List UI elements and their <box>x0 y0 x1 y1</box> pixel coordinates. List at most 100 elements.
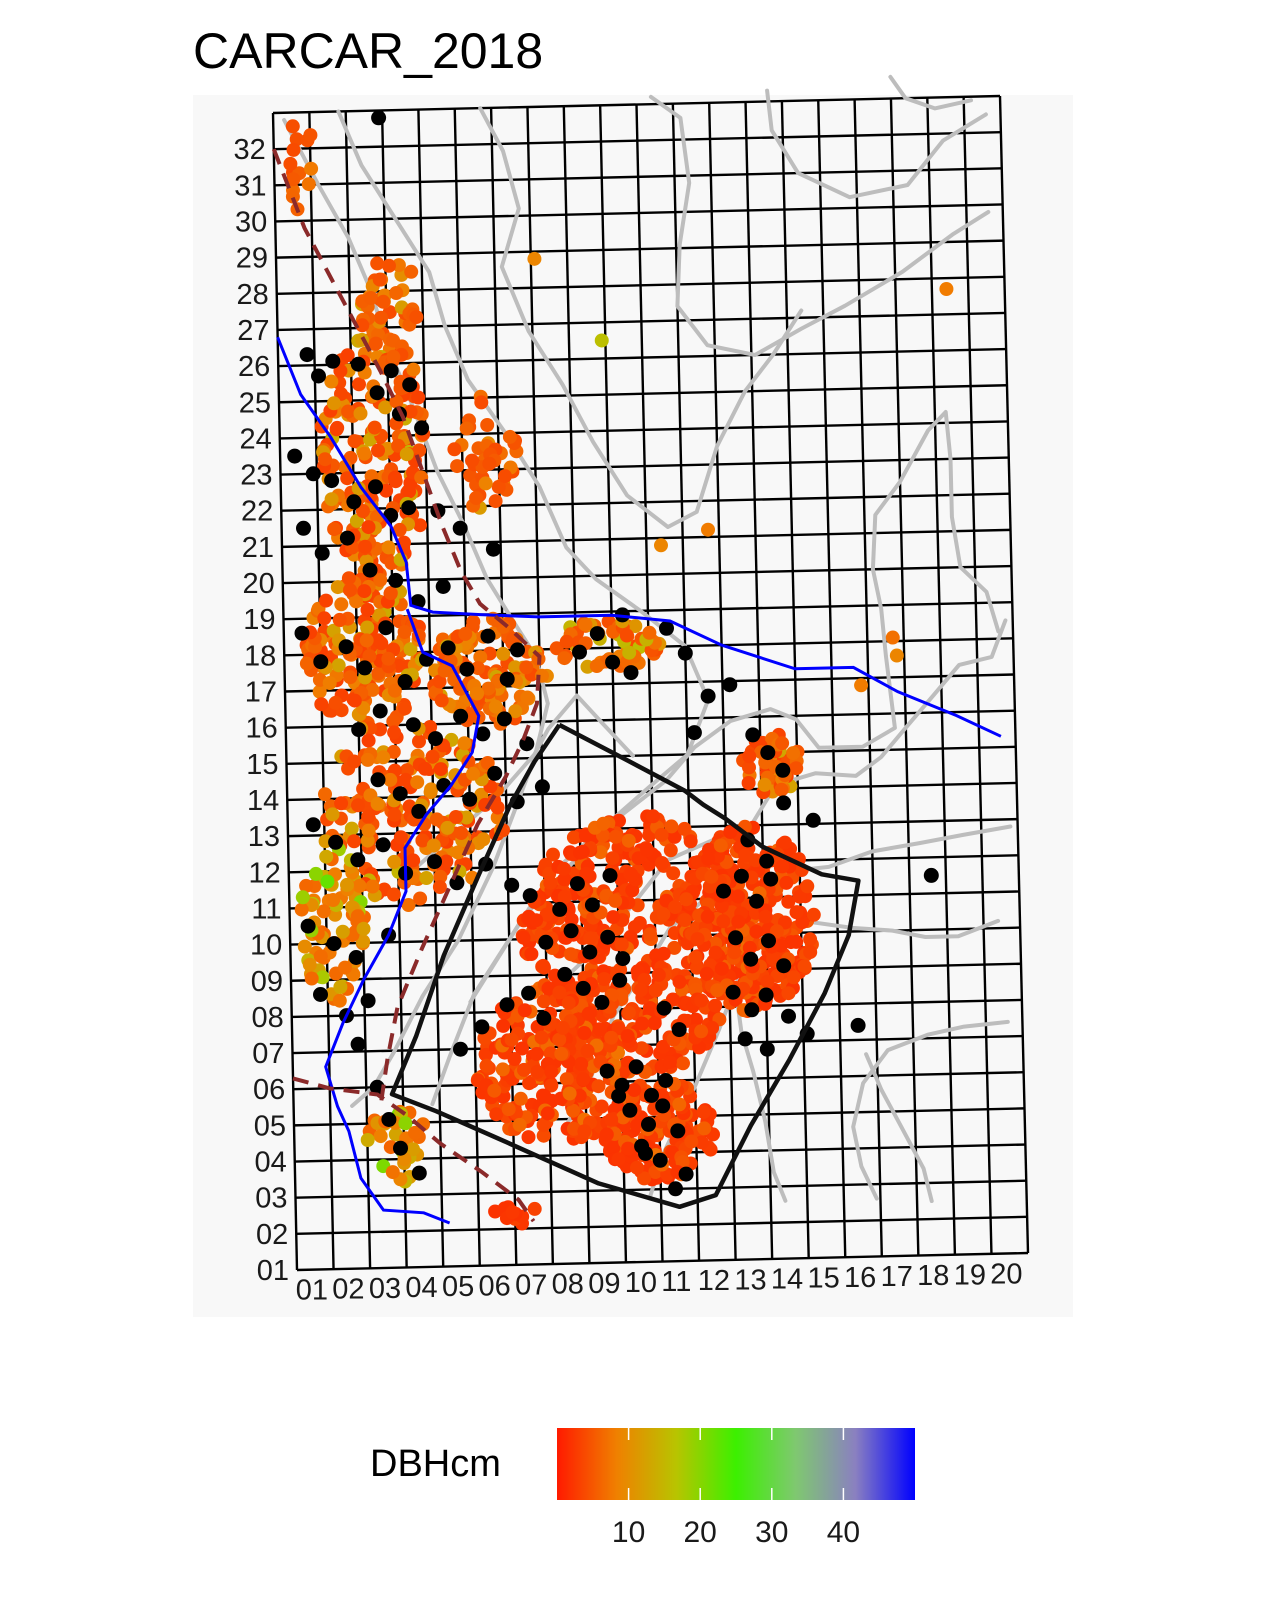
live-tree-point <box>694 993 709 1008</box>
live-tree-point <box>361 809 376 824</box>
live-tree-point <box>604 1030 619 1045</box>
dead-tree-point <box>475 726 491 742</box>
live-tree-point <box>459 421 474 436</box>
live-tree-point <box>426 838 441 853</box>
live-tree-point <box>634 1041 649 1056</box>
live-tree-point <box>760 974 775 989</box>
live-tree-point <box>325 807 340 822</box>
grid-line-horizontal <box>274 167 1002 187</box>
dead-tree-point <box>615 951 631 967</box>
live-tree-point <box>378 400 393 415</box>
live-tree-point <box>662 1055 677 1070</box>
dead-tree-point <box>728 930 744 946</box>
live-tree-point <box>489 1107 504 1122</box>
live-tree-point <box>527 251 542 266</box>
dead-tree-point <box>485 541 501 557</box>
live-tree-point <box>340 348 355 363</box>
live-tree-point <box>529 1047 544 1061</box>
live-tree-point <box>286 142 301 157</box>
live-tree-point <box>727 945 742 960</box>
live-tree-point <box>606 1140 621 1155</box>
live-tree-point <box>322 676 337 690</box>
live-tree-point <box>594 1099 609 1114</box>
live-tree-point <box>624 868 639 883</box>
live-tree-point <box>335 924 350 939</box>
live-tree-point <box>676 1056 690 1071</box>
live-tree-point <box>374 310 388 325</box>
live-tree-point <box>385 1165 400 1180</box>
live-tree-point <box>774 782 789 797</box>
legend-title: DBHcm <box>370 1443 501 1485</box>
live-tree-point <box>429 812 444 827</box>
y-tick-label: 20 <box>243 568 275 600</box>
y-tick-label: 18 <box>244 640 276 672</box>
live-tree-point <box>589 659 604 673</box>
dead-tree-point <box>392 786 408 802</box>
live-tree-point <box>592 1022 607 1037</box>
live-tree-point <box>648 983 663 998</box>
live-tree-point <box>672 1097 687 1112</box>
live-tree-point <box>294 902 309 917</box>
live-tree-point <box>381 540 396 555</box>
live-tree-point <box>789 761 804 776</box>
live-tree-point <box>889 648 904 663</box>
live-tree-point <box>779 875 794 890</box>
live-tree-point <box>356 934 371 949</box>
dead-tree-point <box>411 1165 427 1181</box>
live-tree-point <box>566 1103 581 1118</box>
live-tree-point <box>597 972 612 986</box>
live-tree-point <box>406 362 421 377</box>
dead-tree-point <box>638 1145 653 1161</box>
dead-tree-point <box>496 711 512 727</box>
dead-tree-point <box>362 562 378 578</box>
dead-tree-point <box>641 1116 656 1132</box>
live-tree-point <box>386 887 401 902</box>
dead-tree-point <box>599 1063 615 1079</box>
dead-tree-point <box>759 853 775 869</box>
live-tree-point <box>573 845 587 860</box>
dead-tree-point <box>519 736 535 752</box>
live-tree-point <box>389 286 404 300</box>
colorbar <box>557 1428 915 1500</box>
live-tree-point <box>696 1105 711 1120</box>
live-tree-point <box>362 649 377 664</box>
dead-tree-point <box>670 1123 686 1139</box>
live-tree-point <box>594 333 609 348</box>
live-tree-point <box>360 752 375 767</box>
live-tree-point <box>469 491 484 505</box>
dead-tree-point <box>656 1000 672 1016</box>
live-tree-point <box>302 957 317 972</box>
live-tree-point <box>466 614 481 629</box>
dead-tree-point <box>521 985 537 1001</box>
live-tree-point <box>625 883 640 898</box>
live-tree-point <box>599 1127 614 1142</box>
dead-tree-point <box>296 520 311 536</box>
live-tree-point <box>708 998 723 1013</box>
live-tree-point <box>700 909 715 924</box>
dead-tree-point <box>313 654 329 670</box>
live-tree-point <box>786 746 801 761</box>
contour-line <box>648 94 991 357</box>
live-tree-point <box>412 734 426 749</box>
live-tree-point <box>574 1056 589 1071</box>
y-tick-label: 04 <box>255 1147 287 1179</box>
live-tree-point <box>536 1118 551 1132</box>
live-tree-point <box>495 1062 510 1077</box>
live-tree-point <box>535 959 550 974</box>
live-tree-point <box>351 798 365 813</box>
dead-tree-point <box>671 1022 687 1038</box>
live-tree-point <box>699 966 714 981</box>
live-tree-point <box>347 434 362 449</box>
x-tick-label: 11 <box>661 1266 691 1298</box>
x-tick-label: 05 <box>442 1271 474 1303</box>
dead-tree-point <box>453 1041 468 1057</box>
live-tree-point <box>677 913 692 927</box>
live-tree-point <box>544 1064 559 1079</box>
live-tree-point <box>723 825 738 839</box>
dead-tree-point <box>381 1112 397 1127</box>
live-tree-point <box>319 593 333 608</box>
stream-line <box>276 336 1002 738</box>
dead-tree-point <box>402 377 418 393</box>
live-tree-point <box>304 161 319 176</box>
x-tick-label: 04 <box>405 1272 437 1304</box>
